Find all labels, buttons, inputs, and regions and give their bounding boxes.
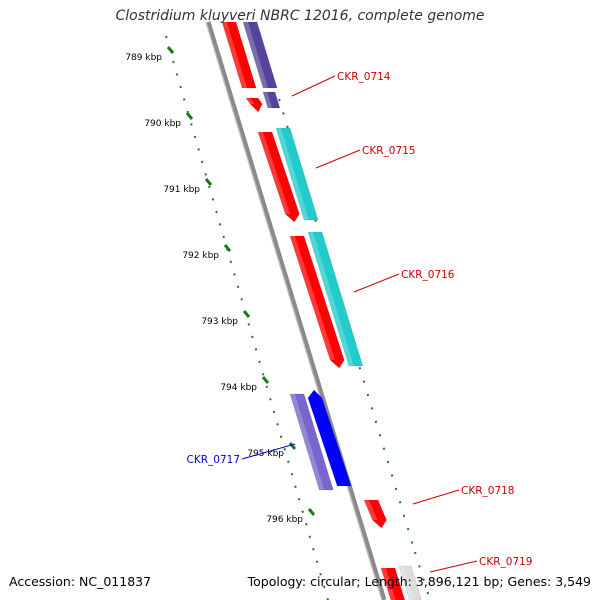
feature-CKR_0716-domain xyxy=(307,231,364,367)
gene-label-CKR_0714: CKR_0714 xyxy=(337,71,391,83)
gene-label-CKR_0718: CKR_0718 xyxy=(461,485,514,497)
feature-CKR_0715-domain-shade xyxy=(276,128,309,220)
feature-CKR_0717-domain xyxy=(289,393,334,491)
gene-CKR_0714-inner-shade xyxy=(222,22,247,88)
ruler-dotted-line xyxy=(165,35,329,600)
ruler-tick xyxy=(185,112,194,120)
gene-CKR_0717 xyxy=(307,389,352,487)
ruler-tick xyxy=(242,310,251,318)
ruler-tick-label: 792 kbp xyxy=(182,251,219,261)
feature-track xyxy=(221,21,422,600)
gene-label-leader xyxy=(315,149,361,169)
map-title: Clostridium kluyveri NBRC 12016, complet… xyxy=(115,8,485,24)
gene-label-leader xyxy=(353,273,400,293)
feature-CKR_0714-outer xyxy=(242,21,278,89)
gene-CKR_0714b-shade xyxy=(246,98,255,104)
ruler-tick-label: 791 kbp xyxy=(163,185,200,195)
gene-CKR_0718 xyxy=(363,499,387,529)
genome-backbone xyxy=(205,21,387,600)
ruler-tick xyxy=(307,508,316,516)
feature-CKR_0719-outer xyxy=(398,565,422,600)
ruler-tick-label: 795 kbp xyxy=(247,449,284,459)
backbone-highlight xyxy=(205,21,383,600)
gene-label-leader xyxy=(429,560,478,573)
gene-label-layer: CKR_0714 CKR_0715 CKR_0716 CKR_0717 CKR_0718… xyxy=(187,71,532,573)
topology-text: Topology: circular; Length: 3,896,121 bp… xyxy=(247,574,591,589)
gene-CKR_0716-shade xyxy=(290,236,336,360)
gene-label-leader xyxy=(412,489,460,505)
feature-CKR_0719-outer-shade xyxy=(399,566,414,600)
feature-CKR_0717-domain-shade xyxy=(290,394,325,490)
gene-label-leader xyxy=(291,75,336,97)
feature-CKR_0714b-outer xyxy=(262,91,281,109)
gene-CKR_0719-shade xyxy=(381,568,396,600)
accession-text: Accession: NC_011837 xyxy=(9,574,152,589)
feature-CKR_0714b-outer-shade xyxy=(263,92,273,108)
gene-CKR_0716 xyxy=(289,235,345,369)
gene-label-leader xyxy=(241,443,296,460)
gene-CKR_0714b xyxy=(245,97,263,113)
feature-CKR_0714-outer-shade xyxy=(243,22,268,88)
gene-label-CKR_0717: CKR_0717 xyxy=(187,454,240,466)
kbp-ruler: 789 kbp 790 kbp 791 kbp 792 kbp 793 kbp 794 k… xyxy=(125,35,329,600)
ruler-tick-label: 789 kbp xyxy=(125,53,162,63)
ruler-tick xyxy=(166,46,175,54)
feature-CKR_0715-domain xyxy=(275,127,319,221)
gene-label-CKR_0715: CKR_0715 xyxy=(362,145,415,157)
feature-CKR_0716-domain-shade xyxy=(308,232,354,366)
gene-CKR_0715 xyxy=(257,131,300,223)
ruler-tick xyxy=(261,376,270,384)
gene-CKR_0714-inner xyxy=(221,21,257,89)
gene-CKR_0715-shade xyxy=(258,132,291,214)
ruler-tick-label: 794 kbp xyxy=(220,383,257,393)
ruler-tick-label: 790 kbp xyxy=(144,119,181,129)
gene-CKR_0718-shade xyxy=(364,500,378,520)
ruler-tick xyxy=(288,442,297,450)
ruler-tick xyxy=(223,244,232,252)
gene-label-CKR_0719: CKR_0719 xyxy=(479,556,532,568)
gene-CKR_0719 xyxy=(380,567,406,600)
ruler-tick-label: 793 kbp xyxy=(201,317,238,327)
gene-label-CKR_0716: CKR_0716 xyxy=(401,269,455,281)
ruler-tick xyxy=(204,178,213,186)
ruler-tick-label: 796 kbp xyxy=(266,515,303,525)
